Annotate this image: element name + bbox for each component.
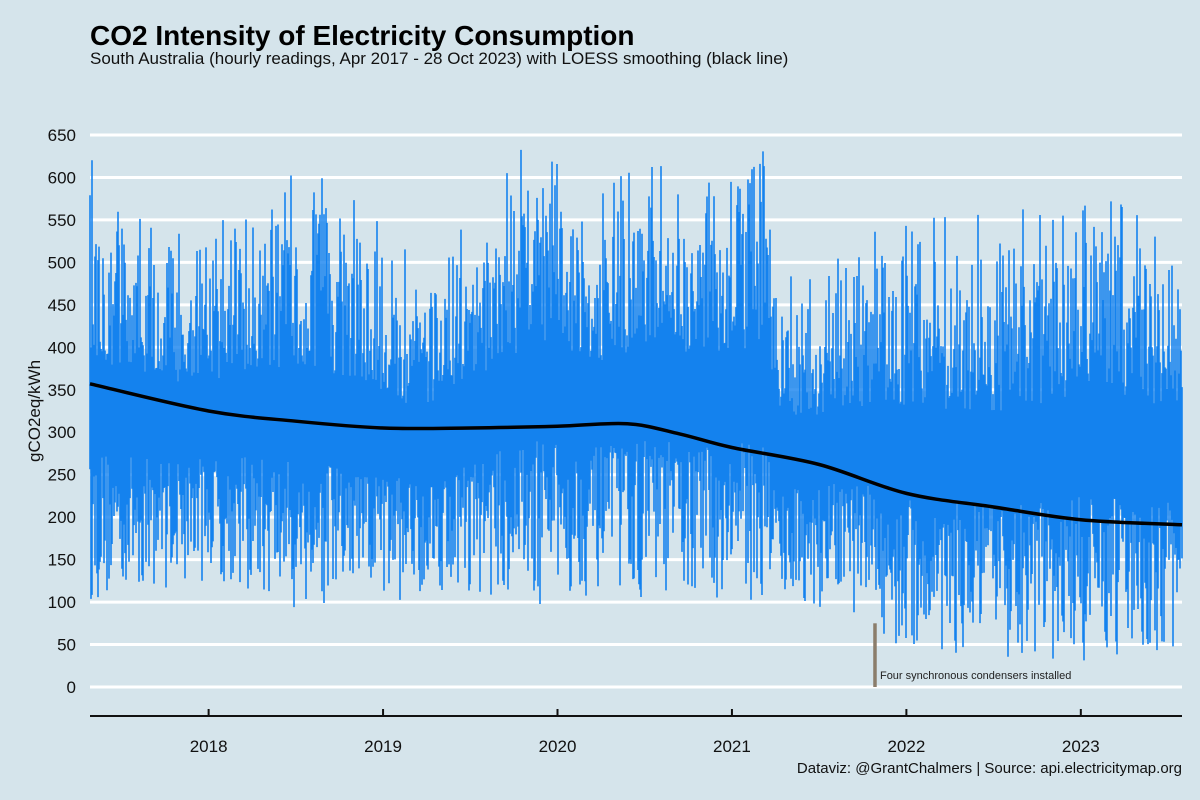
y-tick-label: 50	[57, 636, 76, 655]
y-tick-label: 500	[48, 253, 76, 272]
y-tick-label: 450	[48, 296, 76, 315]
x-tick-label: 2021	[713, 737, 751, 756]
chart-subtitle: South Australia (hourly readings, Apr 20…	[90, 49, 789, 68]
y-tick-label: 400	[48, 338, 76, 357]
y-tick-label: 350	[48, 381, 76, 400]
loess-smoothing-line	[89, 382, 1183, 527]
chart-title: CO2 Intensity of Electricity Consumption	[90, 20, 635, 51]
x-tick-label: 2020	[539, 737, 577, 756]
chart-caption: Dataviz: @GrantChalmers | Source: api.el…	[796, 760, 1182, 777]
y-tick-label: 200	[48, 508, 76, 527]
y-tick-label: 550	[48, 211, 76, 230]
x-tick-label: 2023	[1062, 737, 1100, 756]
y-tick-label: 150	[48, 551, 76, 570]
x-tick-label: 2022	[887, 737, 925, 756]
y-axis-label: gCO2eq/kWh	[25, 360, 44, 462]
y-tick-label: 100	[48, 593, 76, 612]
x-tick-label: 2018	[190, 737, 228, 756]
x-tick-label: 2019	[364, 737, 402, 756]
y-tick-label: 300	[48, 423, 76, 442]
y-tick-label: 250	[48, 466, 76, 485]
y-tick-label: 0	[67, 678, 76, 697]
annotation-label: Four synchronous condensers installed	[880, 670, 1071, 682]
y-tick-label: 600	[48, 168, 76, 187]
y-tick-label: 650	[48, 126, 76, 145]
